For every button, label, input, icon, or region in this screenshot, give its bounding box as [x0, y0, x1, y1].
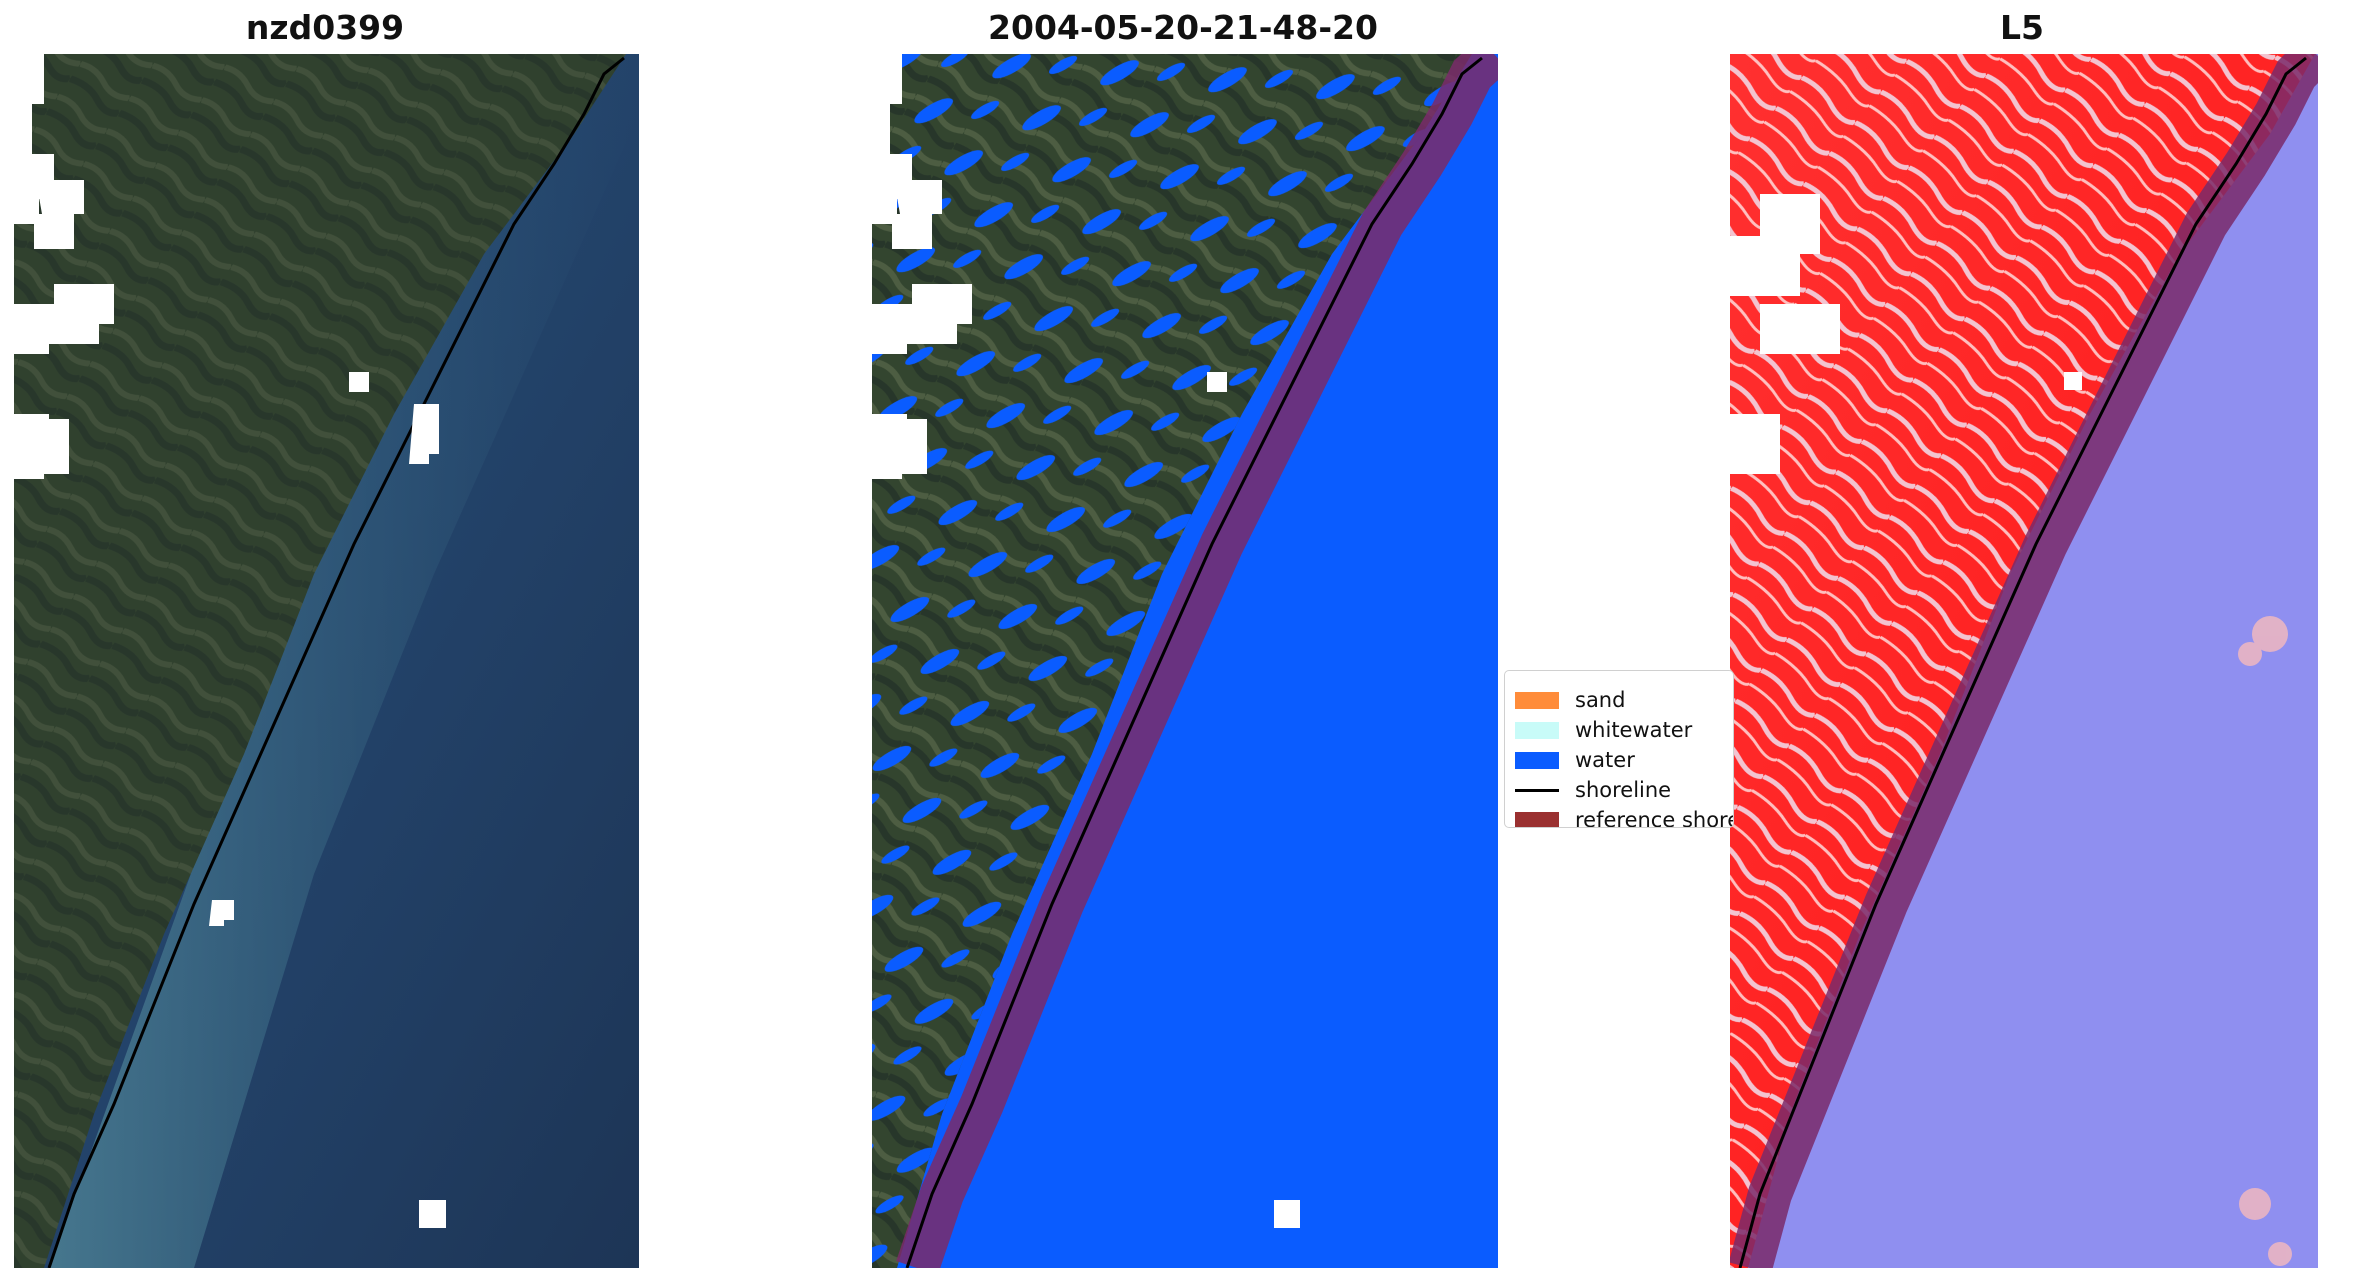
index-image	[1730, 54, 2318, 1268]
legend-label-reference-shoreline: reference shoreline	[1575, 808, 1733, 828]
classified-image	[872, 54, 1498, 1268]
panel-title-right: L5	[2000, 8, 2044, 47]
legend-item-shoreline: shoreline	[1515, 775, 1671, 805]
reference-shoreline-swatch	[1515, 811, 1559, 827]
index-panel	[1730, 54, 2318, 1268]
sand-swatch	[1515, 691, 1559, 709]
legend-item-reference-shoreline: reference shoreline	[1515, 805, 1733, 828]
legend-label-sand: sand	[1575, 688, 1626, 712]
shoreline-swatch	[1515, 788, 1559, 792]
legend-item-sand: sand	[1515, 685, 1625, 715]
water-swatch	[1515, 751, 1559, 769]
panel-title-middle: 2004-05-20-21-48-20	[988, 8, 1378, 47]
legend-item-whitewater: whitewater	[1515, 715, 1692, 745]
panel-title-left: nzd0399	[245, 8, 405, 47]
rgb-satellite-image	[14, 54, 639, 1268]
whitewater-swatch	[1515, 721, 1559, 739]
legend-item-water: water	[1515, 745, 1635, 775]
legend-label-water: water	[1575, 748, 1635, 772]
legend-label-whitewater: whitewater	[1575, 718, 1693, 742]
rgb-image-panel	[14, 54, 639, 1268]
legend-label-shoreline: shoreline	[1575, 778, 1672, 802]
classification-panel	[872, 54, 1498, 1268]
legend: sand whitewater water shoreline referenc…	[1504, 670, 1734, 828]
